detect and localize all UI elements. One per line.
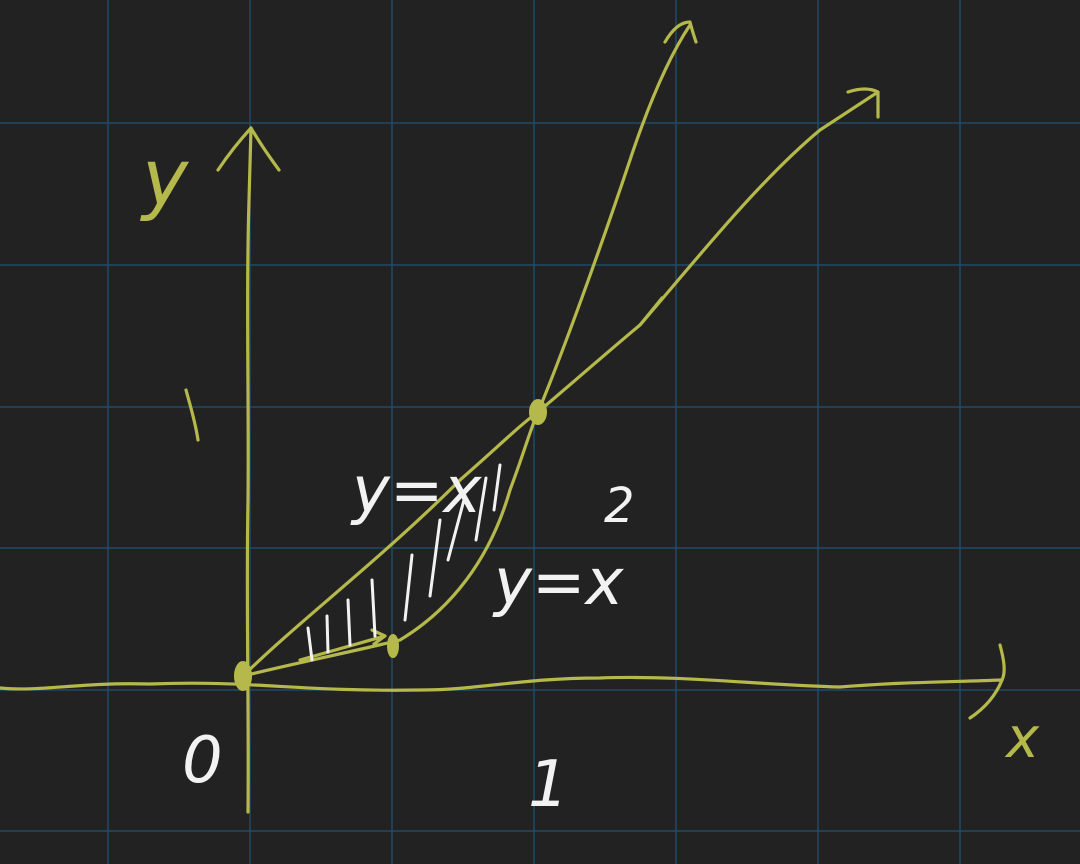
hatch-line [492,463,502,512]
shaded-region-hatching [306,463,502,662]
y-axis-arrowhead [216,126,281,172]
hatch-line [346,598,352,647]
parabola-exponent: 2 [604,478,635,534]
x-tick-one-label: 1 [528,748,569,822]
hatch-line [446,494,467,562]
hatch-line [428,518,442,598]
hatch-line [474,476,488,542]
line-tick-mark [638,296,664,327]
curve-y-equals-x-squared-arrowhead [663,20,698,44]
line-label: y=x [350,454,483,528]
x-axis-line [0,675,1004,692]
x-axis-arrowhead [968,643,1006,720]
origin-label: 0 [182,724,223,798]
y-axis-label: y [140,134,190,224]
hatch-line [325,614,330,654]
hatch-line [370,578,377,638]
parabola-label: y=x [492,546,625,620]
curve-sample-point [387,634,399,658]
hatch-line [403,553,414,622]
x-axis-label: x [1004,706,1040,771]
y-tick-one [184,388,200,442]
hatch-line [306,626,314,662]
line-y-equals-x-arrowhead [846,87,880,119]
curve-y-equals-x-squared [241,23,692,678]
y-axis-line [245,126,253,814]
curve-direction-arrow [298,628,387,662]
